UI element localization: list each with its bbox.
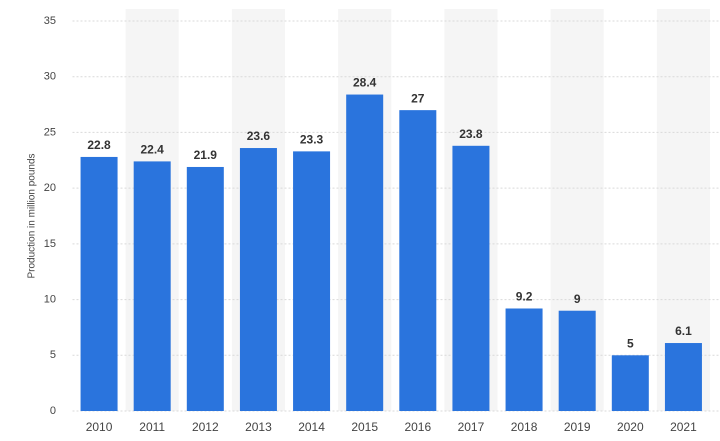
value-label: 21.9 [194,148,218,162]
bar [452,145,490,412]
value-label: 9.2 [516,290,533,304]
x-tick-label: 2021 [670,420,697,434]
x-tick-label: 2013 [245,420,272,434]
y-tick-label: 10 [44,293,56,305]
y-axis-label: Production in million pounds [27,153,38,278]
bar [239,148,277,411]
x-tick-label: 2016 [404,420,431,434]
bar [399,110,437,412]
x-tick-label: 2019 [564,420,591,434]
bar [558,310,596,411]
y-tick-label: 15 [44,238,56,250]
value-label: 22.4 [141,143,165,157]
value-label: 6.1 [675,324,692,338]
x-tick-label: 2017 [458,420,485,434]
x-tick-label: 2012 [192,420,219,434]
value-label: 27 [411,91,425,105]
bar [346,94,384,412]
bar [664,343,702,411]
bar [186,166,224,411]
bar [293,151,331,411]
bar [133,161,171,411]
y-tick-label: 20 [44,182,56,194]
value-label: 23.8 [459,127,483,141]
y-tick-label: 25 [44,126,56,138]
y-tick-label: 0 [50,405,56,417]
value-label: 5 [627,336,634,350]
value-label: 22.8 [87,138,111,152]
bar [505,308,543,411]
value-label: 28.4 [353,76,377,90]
x-tick-label: 2014 [298,420,325,434]
x-tick-label: 2010 [86,420,113,434]
y-tick-label: 35 [44,15,56,27]
value-label: 9 [574,292,581,306]
value-label: 23.3 [300,133,324,147]
bar [80,156,118,411]
x-tick-label: 2015 [351,420,378,434]
value-label: 23.6 [247,129,271,143]
x-tick-label: 2020 [617,420,644,434]
x-tick-label: 2011 [139,420,165,434]
x-tick-label: 2018 [511,420,538,434]
y-tick-label: 5 [50,349,56,361]
bar [611,355,649,411]
y-tick-label: 30 [44,71,56,83]
